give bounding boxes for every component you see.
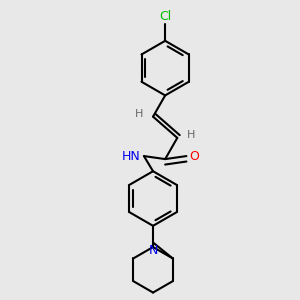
Text: H: H [135, 109, 144, 118]
Text: HN: HN [122, 150, 141, 163]
Text: H: H [187, 130, 195, 140]
Text: Cl: Cl [159, 10, 171, 22]
Text: N: N [148, 244, 158, 257]
Text: O: O [189, 150, 199, 163]
